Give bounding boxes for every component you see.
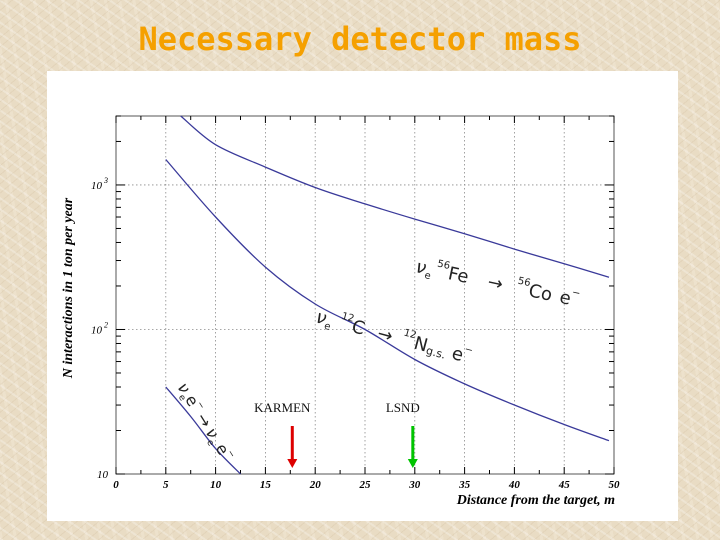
marker-label: KARMEN <box>254 400 311 415</box>
x-tick-label: 25 <box>359 479 372 491</box>
x-tick-label: 50 <box>609 479 621 491</box>
series-line-0 <box>180 115 610 278</box>
x-tick-label: 0 <box>113 479 119 491</box>
chart-panel: 0 5 10 15 20 25 30 35 40 45 50 10 10 2 10 3 N interacti… <box>47 71 678 521</box>
slide-title: Necessary detector mass <box>138 20 582 58</box>
x-axis-label: Distance from the target, m <box>456 493 615 508</box>
c-reaction-label: νe12C → 12Ng.s. e− <box>313 305 475 371</box>
x-tick-label: 10 <box>210 479 222 491</box>
y-tick-label: 10 <box>97 469 109 481</box>
ee-reaction-label: νee−→νee− <box>171 379 237 466</box>
marker-arrow-head <box>407 459 418 468</box>
series-line-1 <box>165 159 610 442</box>
y-tick-label: 10 3 <box>91 176 108 192</box>
y-axis-label: N interactions in 1 ton per year <box>61 197 76 379</box>
x-tick-label: 15 <box>260 479 272 491</box>
y-tick-label: 10 2 <box>91 320 108 336</box>
fe-reaction-label: νe56Fe → 56Co e− <box>414 254 582 313</box>
svg-text:νe12C→12Ng.s.e−: νe12C → 12Ng.s. e− <box>313 305 474 371</box>
x-tick-label: 35 <box>458 479 471 491</box>
x-tick-label: 40 <box>508 479 521 491</box>
series-line-2 <box>165 386 241 475</box>
marker-label: LSND <box>386 400 420 415</box>
x-tick-label: 30 <box>408 479 421 491</box>
x-tick-label: 20 <box>309 479 322 491</box>
svg-text:νee−→νee−: νee−→νee− <box>171 379 237 466</box>
curves <box>165 115 610 475</box>
x-tick-label: 5 <box>163 479 169 491</box>
experiment-markers: KARMEN LSND <box>254 400 420 468</box>
marker-arrow-head <box>287 459 298 468</box>
x-tick-label: 45 <box>558 479 571 491</box>
